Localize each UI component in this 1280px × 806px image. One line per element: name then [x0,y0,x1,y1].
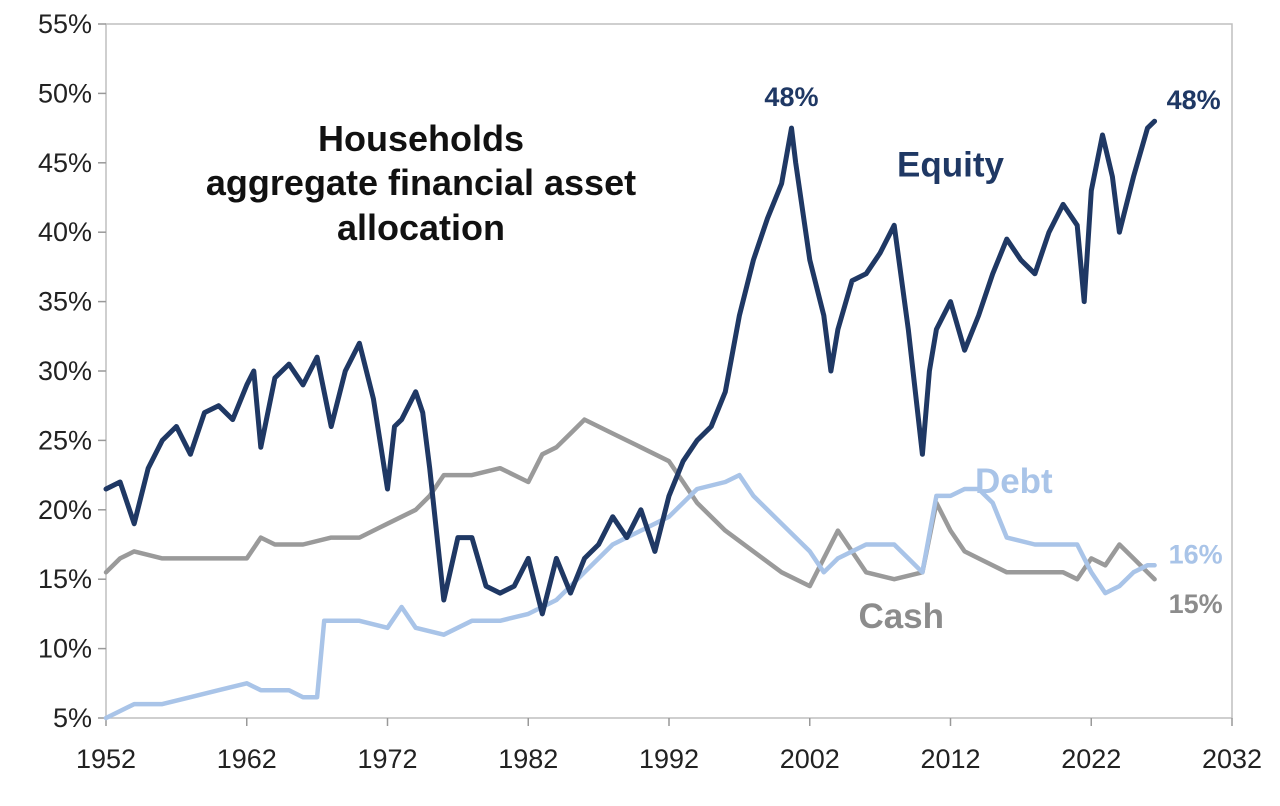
y-tick-label: 40% [38,217,92,247]
plot-frame [105,23,1233,719]
series-label-cash: Cash [858,597,944,636]
series-label-equity: Equity [897,146,1004,185]
x-tick-label: 1992 [639,744,699,774]
title-line-2: aggregate financial asset [206,162,636,203]
series-line-equity [103,118,1158,617]
title-line-3: allocation [337,207,505,248]
x-tick-label: 1962 [217,744,277,774]
series-line-cash [103,417,1157,589]
y-tick-label: 50% [38,78,92,108]
y-tick-label: 20% [38,495,92,525]
x-tick-label: 2002 [780,744,840,774]
annotation-cash-end: 15% [1169,589,1223,619]
y-tick-label: 35% [38,287,92,317]
annotation-equity-end: 48% [1167,85,1221,115]
y-tick-label: 30% [38,356,92,386]
y-tick-label: 25% [38,425,92,455]
annotation-debt-end: 16% [1169,539,1223,569]
x-tick-label: 2032 [1202,744,1262,774]
chart-title: Households aggregate financial asset all… [206,118,636,248]
plot-area: 5% 10% 15% 20% 25% 30% 35% 40% 45% 50% 55% 1952 1962… [38,9,1262,774]
x-tick-label: 2022 [1061,744,1121,774]
x-tick-label: 1952 [76,744,136,774]
y-tick-label: 5% [53,703,92,733]
y-tick-label: 10% [38,634,92,664]
annotation-equity-peak: 48% [764,82,818,112]
y-tick-label: 55% [38,9,92,39]
title-line-1: Households [318,118,524,159]
series-line-debt [103,472,1157,721]
x-tick-label: 1982 [498,744,558,774]
x-tick-label: 1972 [357,744,417,774]
series-label-debt: Debt [975,462,1053,501]
y-tick-label: 45% [38,148,92,178]
x-tick-label: 2012 [920,744,980,774]
y-tick-label: 15% [38,564,92,594]
